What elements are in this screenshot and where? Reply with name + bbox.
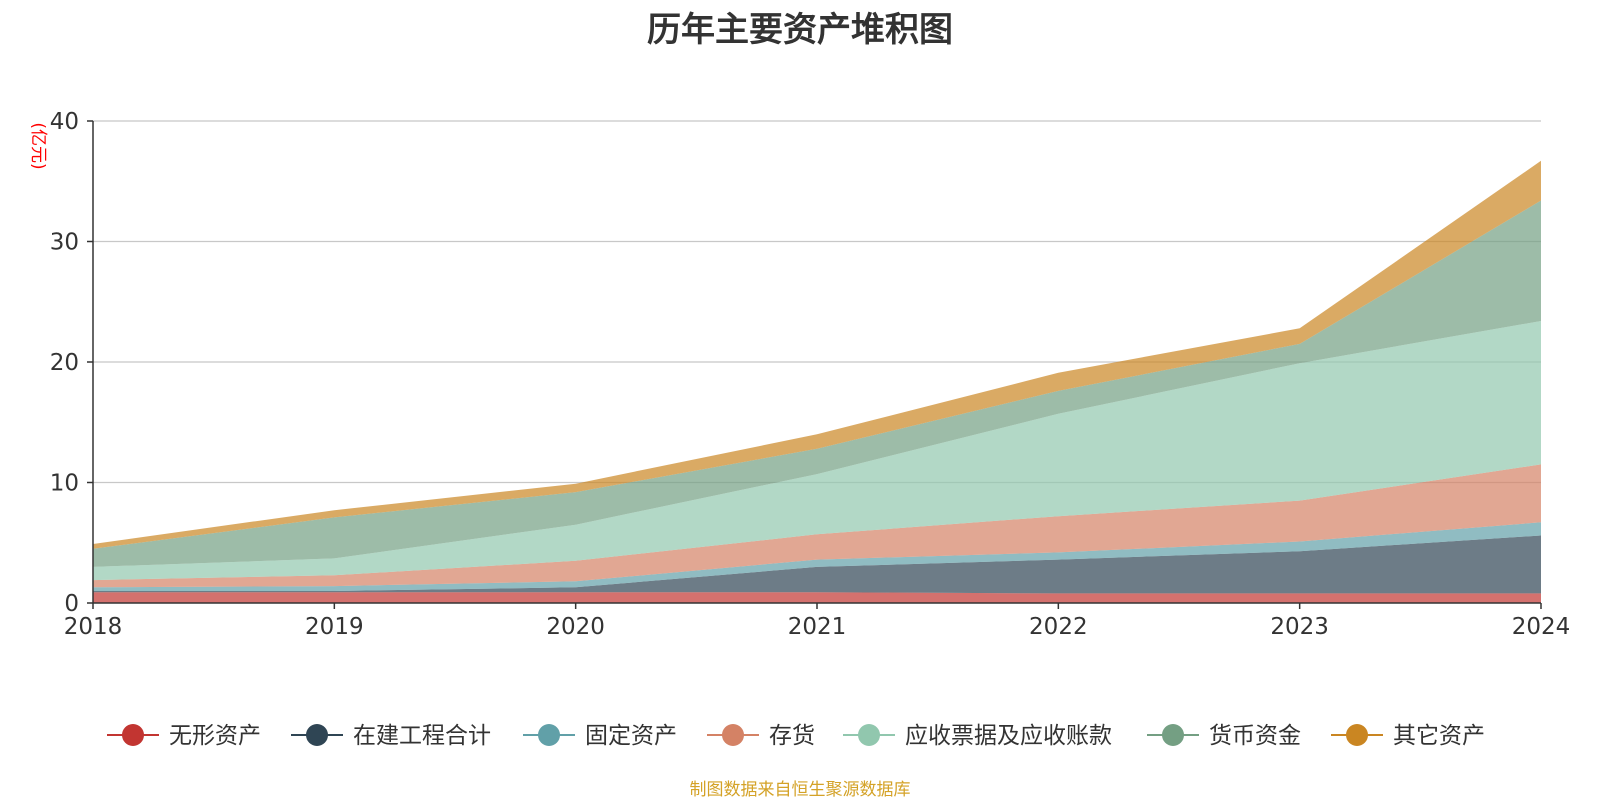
area-series-5 xyxy=(93,200,1541,567)
y-tick-label: 0 xyxy=(64,591,79,617)
x-tick-label: 2019 xyxy=(305,614,364,640)
source-note: 制图数据来自恒生聚源数据库 xyxy=(689,780,911,800)
legend-marker-icon xyxy=(306,724,328,746)
legend-marker-icon xyxy=(858,724,880,746)
area-series-0 xyxy=(93,592,1541,603)
legend-marker-icon xyxy=(1162,724,1184,746)
area-series-3 xyxy=(93,464,1541,588)
y-tick-label: 30 xyxy=(50,230,79,256)
x-tick-label: 2022 xyxy=(1029,614,1088,640)
x-tick-label: 2023 xyxy=(1270,614,1329,640)
legend-item[interactable]: 固定资产 xyxy=(523,723,677,749)
y-axis-unit-label: (亿元) xyxy=(28,122,48,169)
legend-marker-icon xyxy=(722,724,744,746)
y-tick-label: 10 xyxy=(50,471,79,497)
legend-label: 货币资金 xyxy=(1209,723,1301,749)
y-tick-label: 20 xyxy=(50,350,79,376)
legend-marker-icon xyxy=(122,724,144,746)
legend-marker-icon xyxy=(1346,724,1368,746)
legend-item[interactable]: 应收票据及应收账款 xyxy=(843,723,1112,749)
legend-marker-icon xyxy=(538,724,560,746)
area-series-1 xyxy=(93,535,1541,594)
x-tick-label: 2018 xyxy=(64,614,123,640)
legend-label: 在建工程合计 xyxy=(353,723,491,749)
legend-item[interactable]: 在建工程合计 xyxy=(291,723,491,749)
legend-label: 存货 xyxy=(769,723,815,749)
x-tick-label: 2021 xyxy=(788,614,847,640)
area-series-4 xyxy=(93,321,1541,581)
legend-item[interactable]: 货币资金 xyxy=(1147,723,1301,749)
chart-title: 历年主要资产堆积图 xyxy=(647,10,953,50)
legend-item[interactable]: 其它资产 xyxy=(1331,723,1485,749)
x-tick-label: 2020 xyxy=(546,614,605,640)
legend-label: 无形资产 xyxy=(169,723,261,749)
legend-item[interactable]: 存货 xyxy=(707,723,815,749)
x-tick-label: 2024 xyxy=(1512,614,1571,640)
legend-label: 其它资产 xyxy=(1393,723,1485,749)
legend-label: 应收票据及应收账款 xyxy=(905,723,1112,749)
y-tick-label: 40 xyxy=(50,109,79,135)
legend-label: 固定资产 xyxy=(585,723,677,749)
legend-item[interactable]: 无形资产 xyxy=(107,723,261,749)
